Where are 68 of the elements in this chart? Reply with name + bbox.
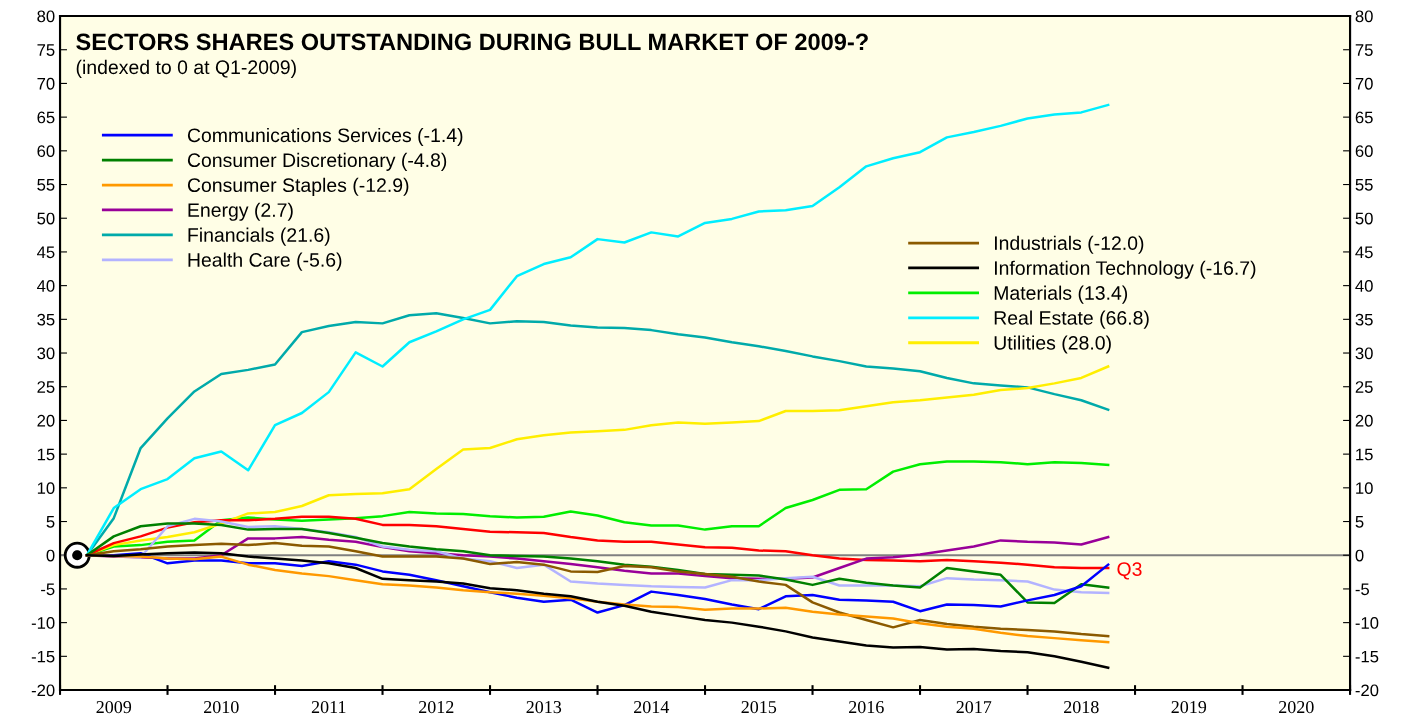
y-tick-label: 70 — [37, 77, 55, 90]
x-tick-label: 2011 — [311, 700, 346, 714]
y2-tick-label: 45 — [1355, 246, 1373, 259]
legend-label: Industrials (-12.0) — [994, 235, 1144, 254]
y-tick-label: 65 — [37, 111, 55, 124]
y-tick-label: 35 — [37, 313, 55, 326]
y2-tick-label: 65 — [1355, 111, 1373, 124]
y2-tick-label: -15 — [1355, 650, 1379, 663]
y2-tick-label: 35 — [1355, 313, 1373, 326]
y-tick-label: -15 — [31, 650, 55, 663]
y-tick-label: 80 — [37, 10, 55, 23]
legend-label: Real Estate (66.8) — [994, 310, 1149, 329]
legend-label: Information Technology (-16.7) — [994, 260, 1256, 279]
legend-label: Materials (13.4) — [994, 285, 1128, 304]
y-tick-label: 50 — [37, 212, 55, 225]
y2-tick-label: 15 — [1356, 448, 1373, 461]
y2-tick-label: 40 — [1355, 280, 1373, 292]
y2-tick-label: -20 — [1355, 684, 1379, 697]
y2-tick-label: 80 — [1355, 10, 1373, 23]
annotation: Q3 — [1117, 562, 1142, 580]
y-tick-label: 25 — [37, 381, 55, 393]
text: (indexed to 0 at Q1-2009) — [76, 59, 296, 78]
x-tick-label: 2013 — [526, 700, 562, 714]
x-tick-label: 2014 — [634, 700, 670, 714]
y-tick-label: 0 — [46, 549, 55, 562]
x-tick-label: 2015 — [741, 700, 777, 714]
y-tick-label: 55 — [37, 179, 55, 191]
y2-tick-label: 20 — [1355, 414, 1373, 427]
y-tick-label: 30 — [37, 347, 55, 360]
x-tick-label: 2020 — [1279, 700, 1314, 714]
legend-label: Communications Services (-1.4) — [187, 127, 463, 147]
legend-label: Consumer Staples (-12.9) — [187, 177, 409, 196]
x-tick-label: 2010 — [204, 700, 239, 714]
y-tick-label: 45 — [37, 246, 55, 259]
x-tick-label: 2017 — [956, 700, 992, 714]
y-tick-label: 60 — [37, 145, 55, 158]
x-tick-label: 2009 — [96, 700, 132, 714]
y-tick-label: 20 — [37, 414, 55, 427]
y-tick-label: 10 — [37, 482, 55, 495]
legend-label: Energy (2.7) — [188, 202, 293, 221]
y2-tick-label: 30 — [1355, 347, 1373, 360]
x-tick-label: 2016 — [849, 700, 884, 714]
legend-label: Utilities (28.0) — [994, 335, 1111, 354]
y2-tick-label: 10 — [1356, 482, 1373, 495]
y2-tick-label: 0 — [1355, 549, 1364, 562]
legend-label: Financials (21.6) — [188, 227, 330, 246]
y2-tick-label: 50 — [1355, 212, 1373, 225]
x-tick-label: 2012 — [419, 700, 454, 714]
y2-tick-label: 60 — [1355, 145, 1373, 158]
y2-tick-label: 5 — [1355, 516, 1364, 528]
y2-tick-label: 75 — [1355, 44, 1373, 56]
x-tick-label: 2018 — [1064, 700, 1099, 714]
y2-tick-label: -5 — [1355, 583, 1370, 596]
y2-tick-label: -10 — [1355, 617, 1379, 629]
y-tick-label: 15 — [37, 448, 55, 461]
y-tick-label: 75 — [37, 44, 55, 56]
y-tick-label: -20 — [31, 684, 55, 697]
y-tick-label: 5 — [46, 516, 55, 528]
y2-tick-label: 25 — [1355, 381, 1373, 393]
text: SECTORS SHARES OUTSTANDING DURING BULL MARKET OF 2009-? — [76, 33, 868, 51]
x-tick-label: 2019 — [1171, 700, 1207, 714]
y2-tick-label: 70 — [1355, 77, 1373, 90]
y-tick-label: 40 — [37, 280, 55, 292]
y-tick-label: -10 — [31, 617, 55, 629]
legend-label: Health Care (-5.6) — [188, 252, 342, 271]
y2-tick-label: 55 — [1355, 179, 1373, 191]
y-tick-label: -5 — [41, 583, 55, 596]
legend-label: Consumer Discretionary (-4.8) — [187, 152, 447, 171]
